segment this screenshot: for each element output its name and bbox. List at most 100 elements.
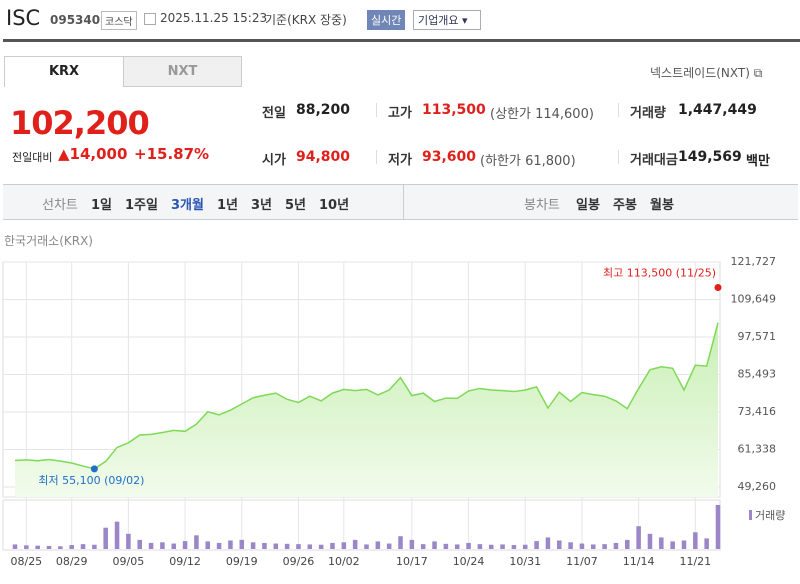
y-tick-label: 49,260 [738, 480, 777, 493]
annotation-point [714, 284, 722, 292]
volume-bar [613, 542, 619, 549]
volume-bar [160, 542, 165, 549]
volume-bar [239, 539, 245, 549]
datetime: 2025.11.25 15:23 [160, 11, 268, 25]
chart-subtitle: 한국거래소(KRX) [4, 234, 93, 248]
change: ▲14,000 [58, 145, 128, 163]
volume-bar [534, 541, 539, 549]
x-tick-label: 11/07 [566, 555, 598, 568]
x-tick-label: 08/29 [56, 555, 88, 568]
tab-nxt[interactable]: NXT [123, 56, 242, 87]
nxt-link[interactable]: 넥스트레이드(NXT) ⧉ [650, 66, 763, 80]
basis: 기준(KRX 장중) [265, 13, 347, 27]
change-value: 14,000 [69, 145, 128, 163]
item-value: 88,200 [296, 102, 351, 118]
item-value: 93,600 [422, 149, 477, 165]
volume-bar [602, 544, 607, 549]
volume-bar [420, 544, 426, 549]
volume-legend: 거래량 [755, 509, 785, 522]
period-option[interactable]: 1년 [217, 198, 239, 213]
volume-bar [284, 543, 290, 549]
item-value: 113,500 [422, 102, 486, 118]
volume-bar [216, 542, 222, 549]
period-option[interactable]: 일봉 [576, 198, 600, 213]
volume-bar [126, 533, 131, 549]
volume-bar [375, 541, 381, 549]
x-tick-label: 09/12 [169, 555, 201, 568]
item-label: 전일 [262, 106, 286, 121]
period-option[interactable]: 주봉 [613, 198, 637, 213]
volume-bar [398, 536, 403, 549]
volume-bar [681, 540, 687, 549]
x-tick-label: 11/21 [679, 555, 711, 568]
item-label: 저가 [388, 153, 412, 168]
item-label: 거래량 [630, 106, 666, 121]
company-label: 기업개요 [418, 14, 459, 27]
column-rule [376, 150, 377, 164]
candle-chart-label: 봉차트 [524, 198, 560, 213]
volume-bar [545, 537, 551, 549]
y-tick-label: 109,649 [731, 293, 777, 306]
period-option[interactable]: 1주일 [125, 198, 158, 213]
item-label: 고가 [388, 106, 412, 121]
x-tick-label: 11/14 [623, 555, 655, 568]
y-tick-label: 85,493 [738, 368, 777, 381]
item-note: (하한가 61,800) [480, 154, 576, 169]
stock-name: ISC [6, 6, 41, 30]
volume-bar [307, 544, 313, 549]
volume-bar [296, 544, 301, 549]
item-label: 시가 [262, 153, 286, 168]
annotation-label: 최고 113,500 (11/25) [603, 267, 716, 280]
volume-bar [12, 544, 18, 549]
period-option[interactable]: 10년 [319, 198, 350, 213]
volume-bar [715, 505, 721, 549]
y-tick-label: 97,571 [738, 330, 777, 343]
column-rule [618, 150, 619, 164]
volume-bar [591, 544, 596, 549]
period-option[interactable]: 월봉 [650, 198, 674, 213]
volume-bar [24, 545, 29, 549]
price-area [15, 322, 718, 497]
volume-bar [58, 546, 63, 549]
volume-bar [647, 533, 653, 549]
line-chart-label: 선차트 [42, 198, 78, 213]
volume-bar [568, 542, 573, 549]
x-tick-label: 10/31 [509, 555, 541, 568]
volume-legend-swatch [749, 510, 752, 520]
calendar-icon [144, 13, 156, 25]
realtime-button[interactable]: 실시간 [367, 10, 406, 30]
volume-bar [171, 543, 177, 549]
volume-bar [511, 545, 517, 549]
volume-bar [454, 544, 460, 549]
nxt-label: 넥스트레이드(NXT) [650, 66, 750, 80]
volume-bar [330, 542, 335, 549]
volume-bar [693, 532, 698, 549]
company-button[interactable]: 기업개요 ▾ [413, 10, 481, 30]
y-tick-label: 61,338 [738, 443, 777, 456]
period-option[interactable]: 3년 [251, 198, 273, 213]
period-option[interactable]: 5년 [285, 198, 307, 213]
item-value: 1,447,449 [678, 102, 757, 118]
price: 102,200 [10, 104, 150, 142]
volume-bar [432, 541, 437, 549]
x-tick-label: 08/25 [10, 555, 42, 568]
item-value: 94,800 [296, 149, 351, 165]
annotation-point [90, 465, 98, 473]
period-option[interactable]: 1일 [91, 198, 113, 213]
volume-bar [466, 542, 471, 549]
item-value: 149,569 [678, 149, 742, 165]
item-label: 거래대금 [630, 153, 678, 168]
period-option[interactable]: 3개월 [171, 198, 204, 213]
volume-bar [92, 544, 97, 549]
volume-bar [69, 545, 74, 549]
period-divider [403, 185, 404, 219]
volume-bar [205, 541, 211, 549]
x-tick-label: 10/24 [453, 555, 485, 568]
y-tick-label: 73,416 [738, 405, 777, 418]
volume-bar [625, 539, 630, 549]
y-tick-label: 121,727 [731, 255, 777, 268]
volume-bar [341, 542, 347, 549]
volume-bar [522, 544, 528, 549]
volume-bar [500, 544, 505, 549]
volume-bar [659, 537, 664, 549]
